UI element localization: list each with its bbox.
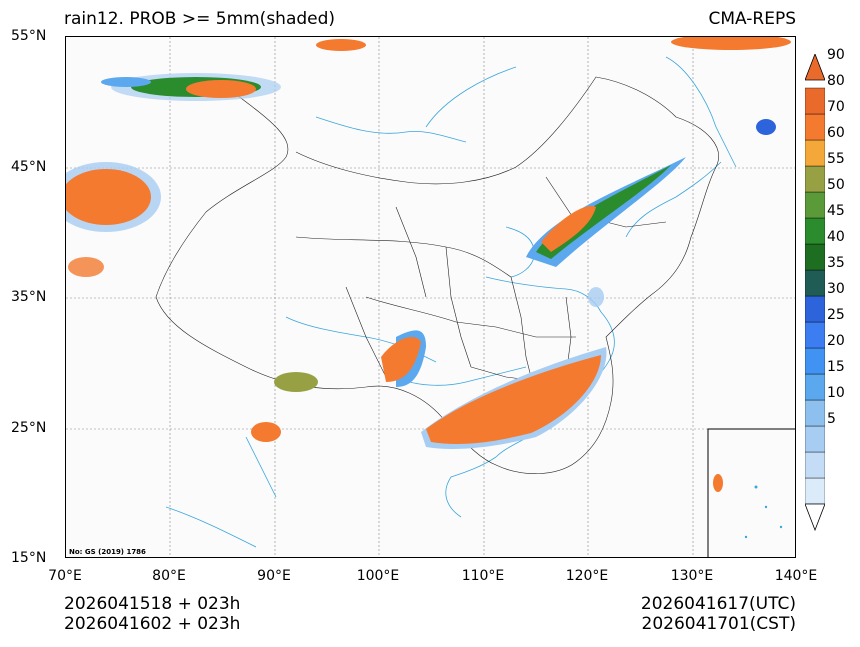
valid-time-block: 2026041617(UTC) 2026041701(CST): [641, 594, 796, 634]
borders: [155, 76, 719, 474]
colorbar: [805, 54, 825, 532]
init-cst: 2026041602 + 023h: [64, 614, 241, 634]
colorbar-segment: [805, 113, 825, 141]
colorbar-segment: [805, 321, 825, 349]
colorbar-label: 70: [827, 99, 845, 115]
colorbar-segment: [805, 451, 825, 479]
colorbar-label: 40: [827, 229, 845, 245]
valid-cst: 2026041701(CST): [641, 614, 796, 634]
colorbar-label: 60: [827, 125, 845, 141]
map-area: [65, 36, 796, 558]
colorbar-bottom-arrow: [805, 503, 825, 532]
valid-utc: 2026041617(UTC): [640, 594, 796, 614]
colorbar-label: 55: [827, 151, 845, 167]
colorbar-segment: [805, 347, 825, 375]
colorbar-segment: [805, 191, 825, 219]
colorbar-segment: [805, 139, 825, 167]
lon-label: 130°E: [670, 568, 714, 584]
lon-label: 70°E: [48, 568, 82, 584]
colorbar-label: 5: [827, 411, 836, 427]
lat-label: 55°N: [11, 28, 47, 44]
map-svg: [66, 37, 795, 557]
lat-label: 35°N: [11, 289, 47, 305]
colorbar-label: 45: [827, 203, 845, 219]
colorbar-label: 30: [827, 281, 845, 297]
colorbar-segment: [805, 165, 825, 193]
init-utc: 2026041518 + 023h: [64, 594, 241, 614]
model-name: CMA-REPS: [708, 9, 796, 29]
colorbar-segment: [805, 477, 825, 505]
lon-label: 110°E: [461, 568, 505, 584]
colorbar-segment: [805, 373, 825, 401]
graticule: [66, 37, 795, 557]
colorbar-label: 35: [827, 255, 845, 271]
lat-label: 45°N: [11, 159, 47, 175]
lat-label: 15°N: [11, 550, 47, 566]
colorbar-label: 80: [827, 73, 845, 89]
colorbar-label: 90: [827, 47, 845, 63]
lon-label: 90°E: [257, 568, 291, 584]
colorbar-segment: [805, 243, 825, 271]
init-time-block: 2026041518 + 023h 2026041602 + 023h: [64, 594, 240, 634]
lon-label: 120°E: [565, 568, 609, 584]
colorbar-segment: [805, 295, 825, 323]
colorbar-segment: [805, 87, 825, 115]
lat-label: 25°N: [11, 420, 47, 436]
colorbar-segment: [805, 269, 825, 297]
inset-box: [707, 428, 795, 557]
colorbar-label: 20: [827, 333, 845, 349]
colorbar-segment: [805, 425, 825, 453]
map-review-number: No: GS (2019) 1786: [69, 548, 146, 556]
colorbar-top-arrow: [805, 54, 825, 81]
colorbar-label: 25: [827, 307, 845, 323]
colorbar-segment: [805, 399, 825, 427]
lon-label: 80°E: [152, 568, 186, 584]
lon-label: 140°E: [774, 568, 818, 584]
precip-shading: [66, 37, 791, 449]
coastlines: [165, 56, 737, 548]
lon-label: 100°E: [356, 568, 400, 584]
inset-islands: [713, 474, 783, 539]
colorbar-label: 10: [827, 385, 845, 401]
colorbar-label: 50: [827, 177, 845, 193]
chart-title: rain12. PROB >= 5mm(shaded): [64, 9, 336, 29]
colorbar-label: 15: [827, 359, 845, 375]
colorbar-segment: [805, 217, 825, 245]
